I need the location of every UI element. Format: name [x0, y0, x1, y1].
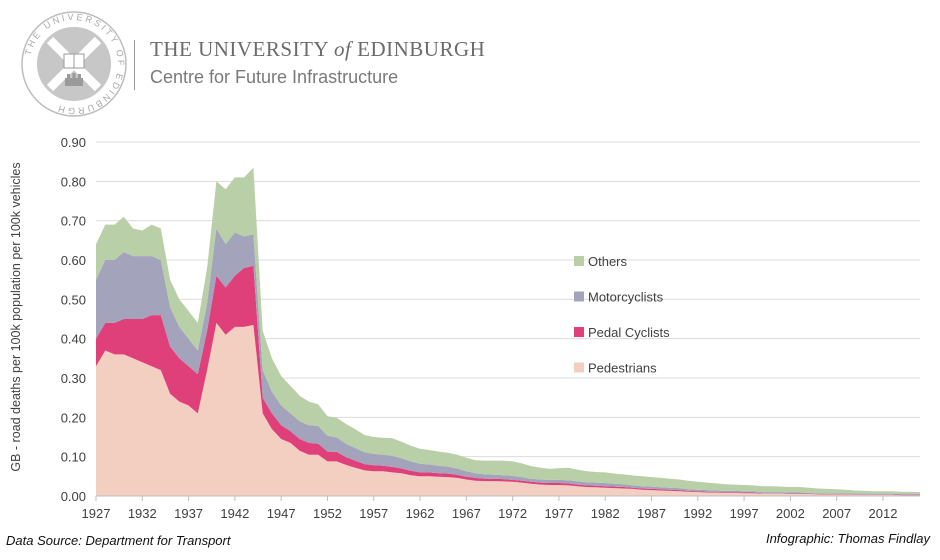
- y-tick-label: 0.80: [61, 174, 86, 189]
- infographic-credit: Infographic: Thomas Findlay: [765, 531, 930, 546]
- x-tick-label: 1977: [544, 506, 573, 521]
- x-tick-label: 1942: [220, 506, 249, 521]
- x-tick-label: 1982: [591, 506, 620, 521]
- legend-swatch-motorcyclists: [574, 291, 584, 302]
- y-tick-label: 0.40: [61, 332, 86, 347]
- centre-name: Centre for Future Infrastructure: [150, 67, 399, 87]
- x-tick-label: 1932: [128, 506, 157, 521]
- x-tick-labels: 1927 1932 1937 1942 1947 1952 1957 1962 1967 1972…: [82, 506, 898, 521]
- x-tick-label: 1947: [267, 506, 296, 521]
- y-axis-label: GB - road deaths per 100k population per…: [9, 162, 23, 471]
- y-tick-label: 0.50: [61, 292, 86, 307]
- university-seal-logo: THE UNIVERSITY OF EDINBURGH: [21, 11, 127, 117]
- legend: Others Motorcyclists Pedal Cyclists Pedestr…: [574, 254, 670, 376]
- area-others: [96, 167, 920, 494]
- y-tick-label: 0.90: [61, 135, 86, 150]
- x-tick-label: 1957: [359, 506, 388, 521]
- university-name-suffix: EDINBURGH: [351, 37, 486, 61]
- x-tick-label: 1927: [82, 506, 111, 521]
- axes: [95, 495, 920, 501]
- area-pedestrians: [96, 322, 920, 496]
- legend-swatch-others: [574, 256, 584, 266]
- legend-swatch-pedal-cyclists: [574, 327, 584, 337]
- legend-label-pedal-cyclists: Pedal Cyclists: [588, 325, 670, 340]
- university-name-prefix: THE UNIVERSITY: [150, 37, 335, 61]
- header-divider: [134, 40, 135, 90]
- x-tick-label: 1937: [174, 506, 203, 521]
- y-tick-label: 0.10: [61, 450, 86, 465]
- x-tick-label: 2012: [869, 506, 898, 521]
- header: THE UNIVERSITY OF EDINBURGH THE UNIVERSI…: [0, 0, 940, 120]
- y-tick-label: 0.70: [61, 214, 86, 229]
- y-tick-label: 0.60: [61, 253, 86, 268]
- legend-swatch-pedestrians: [574, 362, 584, 373]
- x-tick-label: 1992: [683, 506, 712, 521]
- university-name-of: of: [334, 37, 352, 61]
- x-tick-label: 1997: [730, 506, 759, 521]
- x-tick-label: 1952: [313, 506, 342, 521]
- y-tick-labels: 0.00 0.10 0.20 0.30 0.40 0.50 0.60 0.70 0.80 0.90: [61, 135, 86, 504]
- x-tick-label: 1972: [498, 506, 527, 521]
- x-tick-label: 1967: [452, 506, 481, 521]
- x-tick-label: 1987: [637, 506, 666, 521]
- y-tick-label: 0.30: [61, 371, 86, 386]
- area-series: [96, 167, 920, 496]
- area-pedal-cyclists: [96, 265, 920, 496]
- legend-label-motorcyclists: Motorcyclists: [588, 290, 664, 305]
- legend-label-pedestrians: Pedestrians: [588, 361, 657, 376]
- y-tick-label: 0.20: [61, 410, 86, 425]
- x-tick-label: 1962: [406, 506, 435, 521]
- x-tick-label: 2007: [822, 506, 851, 521]
- stacked-area-chart: 0.00 0.10 0.20 0.30 0.40 0.50 0.60 0.70 0.80 0.90…: [9, 135, 920, 521]
- legend-label-others: Others: [588, 254, 628, 269]
- x-tick-label: 2002: [776, 506, 805, 521]
- y-tick-label: 0.00: [61, 489, 86, 504]
- data-source: Data Source: Department for Transport: [6, 533, 231, 548]
- area-motorcyclists: [96, 228, 920, 495]
- university-name: THE UNIVERSITY of EDINBURGH: [150, 37, 485, 62]
